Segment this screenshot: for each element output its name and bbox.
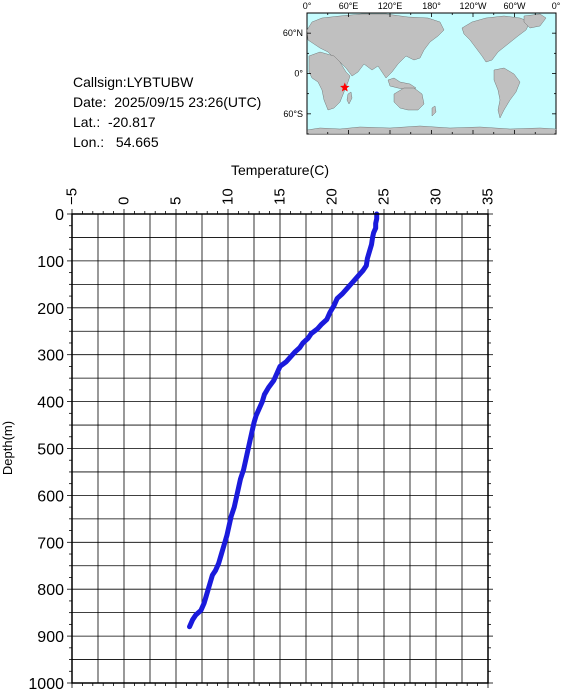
date-label: Date: [73, 94, 107, 110]
x-tick-labels: −5 0 5 10 15 20 25 30 35 [64, 188, 497, 205]
y-axis-title: Depth(m) [0, 421, 15, 475]
y-tick-label: 300 [37, 348, 64, 365]
y-tick-label: 1000 [28, 676, 64, 690]
date-line: Date: 2025/09/15 23:26(UTC) [73, 92, 261, 112]
map-top-tick-label: 120°W [459, 1, 487, 11]
map-frame-ticks [306, 12, 557, 135]
y-tick-label: 200 [37, 301, 64, 318]
land-se-asia-islands [387, 77, 417, 91]
map-left-tick-label: 60°S [283, 109, 303, 119]
x-tick-label: 10 [220, 188, 237, 205]
x-tick-label: 20 [324, 188, 341, 205]
callsign-label: Callsign: [73, 74, 127, 90]
lat-label: Lat.: [73, 114, 101, 130]
x-tick-label: 30 [428, 188, 445, 205]
x-tick-label: 25 [376, 188, 393, 205]
land-new-zealand [431, 105, 437, 117]
land-greenland [523, 13, 547, 29]
x-tick-label: −5 [64, 188, 81, 205]
x-axis-title: Temperature(C) [231, 162, 329, 178]
map-top-tick-label: 60°E [339, 1, 359, 11]
map-top-tick-label: 120°E [378, 1, 403, 11]
x-tick-label: 35 [480, 188, 497, 205]
map-top-tick-label: 0° [303, 1, 312, 11]
chart-series [187, 211, 380, 630]
y-tick-label: 700 [37, 535, 64, 552]
map-left-tick-labels: 60°N 0° 60°S [283, 28, 304, 119]
date-value: 2025/09/15 23:26(UTC) [114, 94, 262, 110]
lon-label: Lon.: [73, 134, 105, 150]
y-tick-label: 600 [37, 488, 64, 505]
callsign-line: Callsign:LYBTUBW [73, 72, 261, 92]
lat-line: Lat.: -20.817 [73, 112, 261, 132]
land-australia [393, 87, 425, 111]
lon-value: 54.665 [115, 134, 159, 150]
lon-line: Lon.: 54.665 [73, 132, 261, 152]
star-icon [340, 82, 350, 92]
land-south-america [493, 67, 521, 119]
y-tick-label: 400 [37, 395, 64, 412]
plot-frame [71, 213, 489, 684]
land-africa [308, 51, 351, 111]
y-tick-label: 800 [37, 582, 64, 599]
y-tick-label: 900 [37, 629, 64, 646]
y-tick-label: 0 [55, 207, 64, 224]
map-left-tick-label: 60°N [283, 28, 303, 38]
x-tick-label: 5 [168, 197, 185, 205]
map-top-tick-label: 60°W [503, 1, 526, 11]
land-north-america [461, 15, 531, 63]
station-info: Callsign:LYBTUBW Date: 2025/09/15 23:26(… [73, 72, 261, 152]
lat-value: -20.817 [108, 114, 156, 130]
map-top-tick-label: 0° [552, 1, 561, 11]
y-tick-label: 100 [37, 254, 64, 271]
callsign-value: LYBTUBW [126, 74, 194, 90]
x-tick-label: 0 [116, 197, 133, 205]
y-tick-label: 500 [37, 442, 64, 459]
x-tick-label: 15 [272, 188, 289, 205]
map-top-tick-labels: 0° 60°E 120°E 180° 120°W 60°W 0° [303, 1, 561, 11]
chart-grid [71, 213, 489, 684]
temperature-profile-line [187, 211, 380, 630]
y-tick-labels: 0 100 200 300 400 500 600 700 800 900 1000 [28, 207, 64, 690]
world-map: 0° 60°E 120°E 180° 120°W 60°W 0° 60°N 0° 60°S [283, 1, 561, 135]
map-left-tick-label: 0° [294, 69, 303, 79]
land-madagascar [346, 91, 353, 105]
map-top-tick-label: 180° [422, 1, 441, 11]
